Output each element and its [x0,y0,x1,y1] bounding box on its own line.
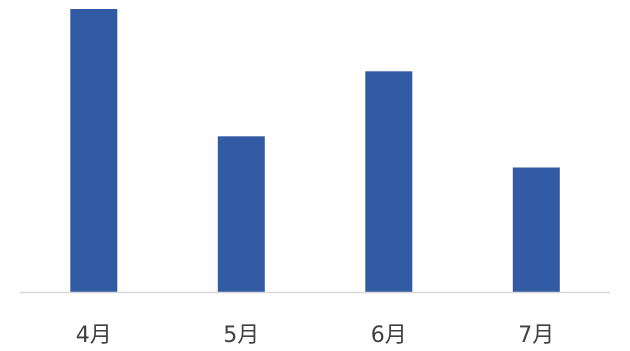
x-tick-label: 4月 [76,323,112,348]
x-tick-label: 7月 [518,323,554,348]
x-tick-label: 6月 [371,323,407,348]
bar-3 [365,71,413,292]
x-tick-label: 5月 [223,323,259,348]
bars-group [70,9,560,292]
category-labels: 4月 5月 6月 7月 [76,323,554,348]
bar-1 [70,9,118,292]
bar-4 [512,167,560,292]
bar-2 [217,136,265,292]
